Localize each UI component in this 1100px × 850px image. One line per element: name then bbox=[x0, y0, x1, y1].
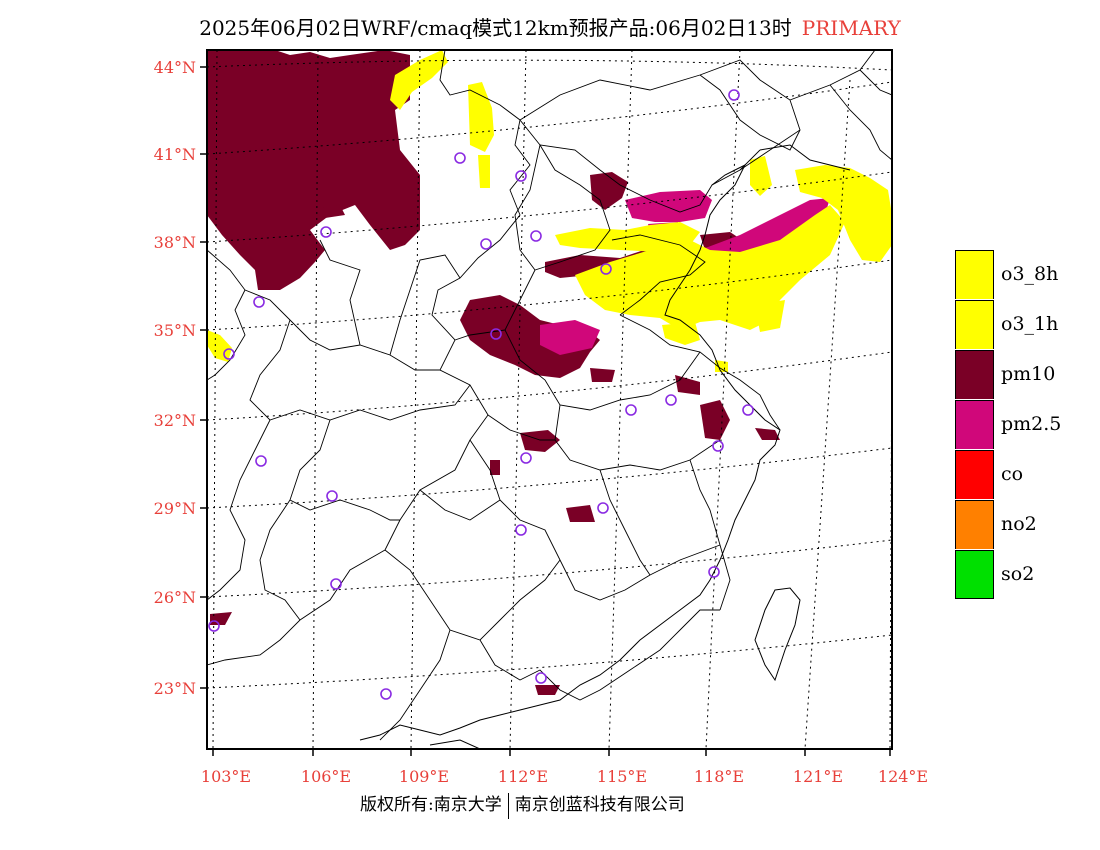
legend-item-pm10: pm10 bbox=[955, 349, 1061, 399]
province-boundaries bbox=[207, 50, 892, 741]
legend-swatch bbox=[955, 349, 994, 399]
legend-item-o3-8h: o3_8h bbox=[955, 249, 1061, 299]
lat-label: 23°N bbox=[154, 679, 196, 698]
lon-label: 121°E bbox=[793, 767, 843, 786]
lat-label: 38°N bbox=[154, 233, 196, 252]
copyright-footer: 版权所有:南京大学 南京创蓝科技有限公司 bbox=[360, 790, 685, 819]
lat-label: 35°N bbox=[154, 321, 196, 340]
legend-label: no2 bbox=[1001, 513, 1037, 535]
footer-separator bbox=[507, 792, 509, 819]
graticule bbox=[207, 50, 892, 749]
lon-label: 106°E bbox=[301, 767, 351, 786]
legend-swatch bbox=[955, 449, 994, 499]
lat-label: 29°N bbox=[154, 499, 196, 518]
o3-areas bbox=[207, 50, 892, 372]
legend-swatch bbox=[955, 399, 994, 449]
copyright-left: 版权所有:南京大学 bbox=[360, 795, 502, 815]
lon-label: 112°E bbox=[498, 767, 548, 786]
map-content bbox=[207, 50, 892, 749]
lat-label: 32°N bbox=[154, 411, 196, 430]
lon-label: 124°E bbox=[878, 767, 928, 786]
lat-label: 26°N bbox=[154, 588, 196, 607]
lon-label: 115°E bbox=[597, 767, 647, 786]
legend-label: co bbox=[1001, 463, 1024, 485]
lon-label: 118°E bbox=[694, 767, 744, 786]
legend-swatch bbox=[955, 299, 994, 349]
legend-item-pm25: pm2.5 bbox=[955, 399, 1061, 449]
station-markers bbox=[208, 89, 754, 700]
legend-swatch bbox=[955, 249, 994, 299]
pm10-areas bbox=[207, 50, 780, 695]
title-main: 2025年06月02日WRF/cmaq模式12km预报产品:06月02日13时 bbox=[199, 16, 792, 40]
legend-item-so2: so2 bbox=[955, 549, 1061, 599]
legend-item-o3-1h: o3_1h bbox=[955, 299, 1061, 349]
legend: o3_8h o3_1h pm10 pm2.5 co no2 so2 bbox=[955, 249, 1061, 599]
legend-label: so2 bbox=[1001, 563, 1035, 585]
legend-swatch bbox=[955, 499, 994, 549]
lon-label: 103°E bbox=[201, 767, 251, 786]
legend-label: o3_8h bbox=[1001, 263, 1059, 285]
coastline bbox=[359, 144, 851, 749]
legend-label: o3_1h bbox=[1001, 313, 1059, 335]
legend-label: pm2.5 bbox=[1001, 413, 1062, 435]
primary-tag: PRIMARY bbox=[801, 16, 901, 40]
legend-item-no2: no2 bbox=[955, 499, 1061, 549]
lat-label: 41°N bbox=[154, 145, 196, 164]
legend-swatch bbox=[955, 549, 994, 599]
map-frame bbox=[206, 49, 893, 750]
axis-ticks bbox=[200, 66, 891, 756]
legend-item-co: co bbox=[955, 449, 1061, 499]
lon-labels: 103°E 106°E 109°E 112°E 115°E 118°E 121°… bbox=[201, 767, 928, 786]
lat-label: 44°N bbox=[154, 58, 196, 77]
copyright-right: 南京创蓝科技有限公司 bbox=[514, 795, 685, 815]
map-title: 2025年06月02日WRF/cmaq模式12km预报产品:06月02日13时 P… bbox=[0, 12, 1100, 41]
lon-label: 109°E bbox=[399, 767, 449, 786]
legend-label: pm10 bbox=[1001, 363, 1056, 385]
lat-labels: 44°N 41°N 38°N 35°N 32°N 29°N 26°N 23°N bbox=[154, 58, 196, 698]
